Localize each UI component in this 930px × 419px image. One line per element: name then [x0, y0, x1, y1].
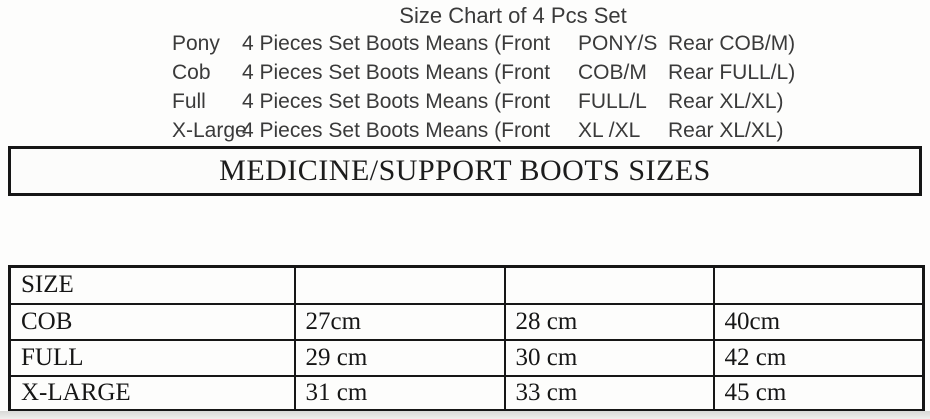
- row-value: 29 cm: [293, 338, 506, 377]
- row-value: 30 cm: [503, 338, 715, 377]
- set-size-name: Full: [172, 90, 206, 113]
- set-size-name: Pony: [172, 32, 220, 55]
- table-row-full: FULL 29 cm 30 cm 42 cm: [8, 338, 925, 377]
- row-value: 40cm: [712, 302, 925, 341]
- header-col3: [503, 265, 715, 305]
- header-col2: [293, 265, 506, 305]
- set-front-size: FULL/L: [578, 90, 647, 113]
- set-front-size: COB/M: [578, 61, 647, 84]
- medicine-support-boots-banner: MEDICINE/SUPPORT BOOTS SIZES: [8, 146, 922, 196]
- set-line-cob: Cob 4 Pieces Set Boots Means (Front COB/…: [172, 58, 795, 87]
- row-label: FULL: [8, 338, 296, 377]
- row-value: 28 cm: [503, 302, 715, 341]
- table-row-xlarge: X-LARGE 31 cm 33 cm 45 cm: [8, 374, 925, 413]
- row-value: 42 cm: [712, 338, 925, 377]
- sizes-table: SIZE COB 27cm 28 cm 40cm FULL 29 cm 30 c…: [8, 265, 925, 414]
- set-description: 4 Pieces Set Boots Means (Front: [242, 32, 551, 55]
- row-label: X-LARGE: [8, 374, 296, 413]
- row-value: 27cm: [293, 302, 506, 341]
- set-rear-size: Rear COB/M): [668, 32, 796, 55]
- set-size-name: Cob: [172, 61, 211, 84]
- set-size-name: X-Large: [172, 119, 247, 142]
- set-rear-size: Rear XL/XL): [668, 90, 784, 113]
- set-description: 4 Pieces Set Boots Means (Front: [242, 61, 551, 84]
- table-header-row: SIZE: [8, 265, 925, 305]
- row-value: 45 cm: [712, 374, 925, 413]
- page-title: Size Chart of 4 Pcs Set: [399, 3, 627, 28]
- header-size: SIZE: [8, 265, 296, 305]
- row-value: 31 cm: [293, 374, 506, 413]
- table-row-cob: COB 27cm 28 cm 40cm: [8, 302, 925, 341]
- set-front-size: PONY/S: [578, 32, 658, 55]
- set-line-full: Full 4 Pieces Set Boots Means (Front FUL…: [172, 87, 795, 116]
- set-description: 4 Pieces Set Boots Means (Front: [242, 119, 551, 142]
- set-rear-size: Rear XL/XL): [668, 119, 784, 142]
- photo-bottom-edge: [0, 411, 930, 419]
- set-line-pony: Pony 4 Pieces Set Boots Means (Front PON…: [172, 29, 795, 58]
- row-value: 33 cm: [503, 374, 715, 413]
- set-front-size: XL /XL: [578, 119, 641, 142]
- header-col4: [712, 265, 925, 305]
- set-description: 4 Pieces Set Boots Means (Front: [242, 90, 551, 113]
- set-line-xlarge: X-Large 4 Pieces Set Boots Means (Front …: [172, 116, 795, 145]
- set-description-block: Pony 4 Pieces Set Boots Means (Front PON…: [172, 29, 795, 145]
- banner-label: MEDICINE/SUPPORT BOOTS SIZES: [219, 154, 711, 187]
- row-label: COB: [8, 302, 296, 341]
- set-rear-size: Rear FULL/L): [668, 61, 796, 84]
